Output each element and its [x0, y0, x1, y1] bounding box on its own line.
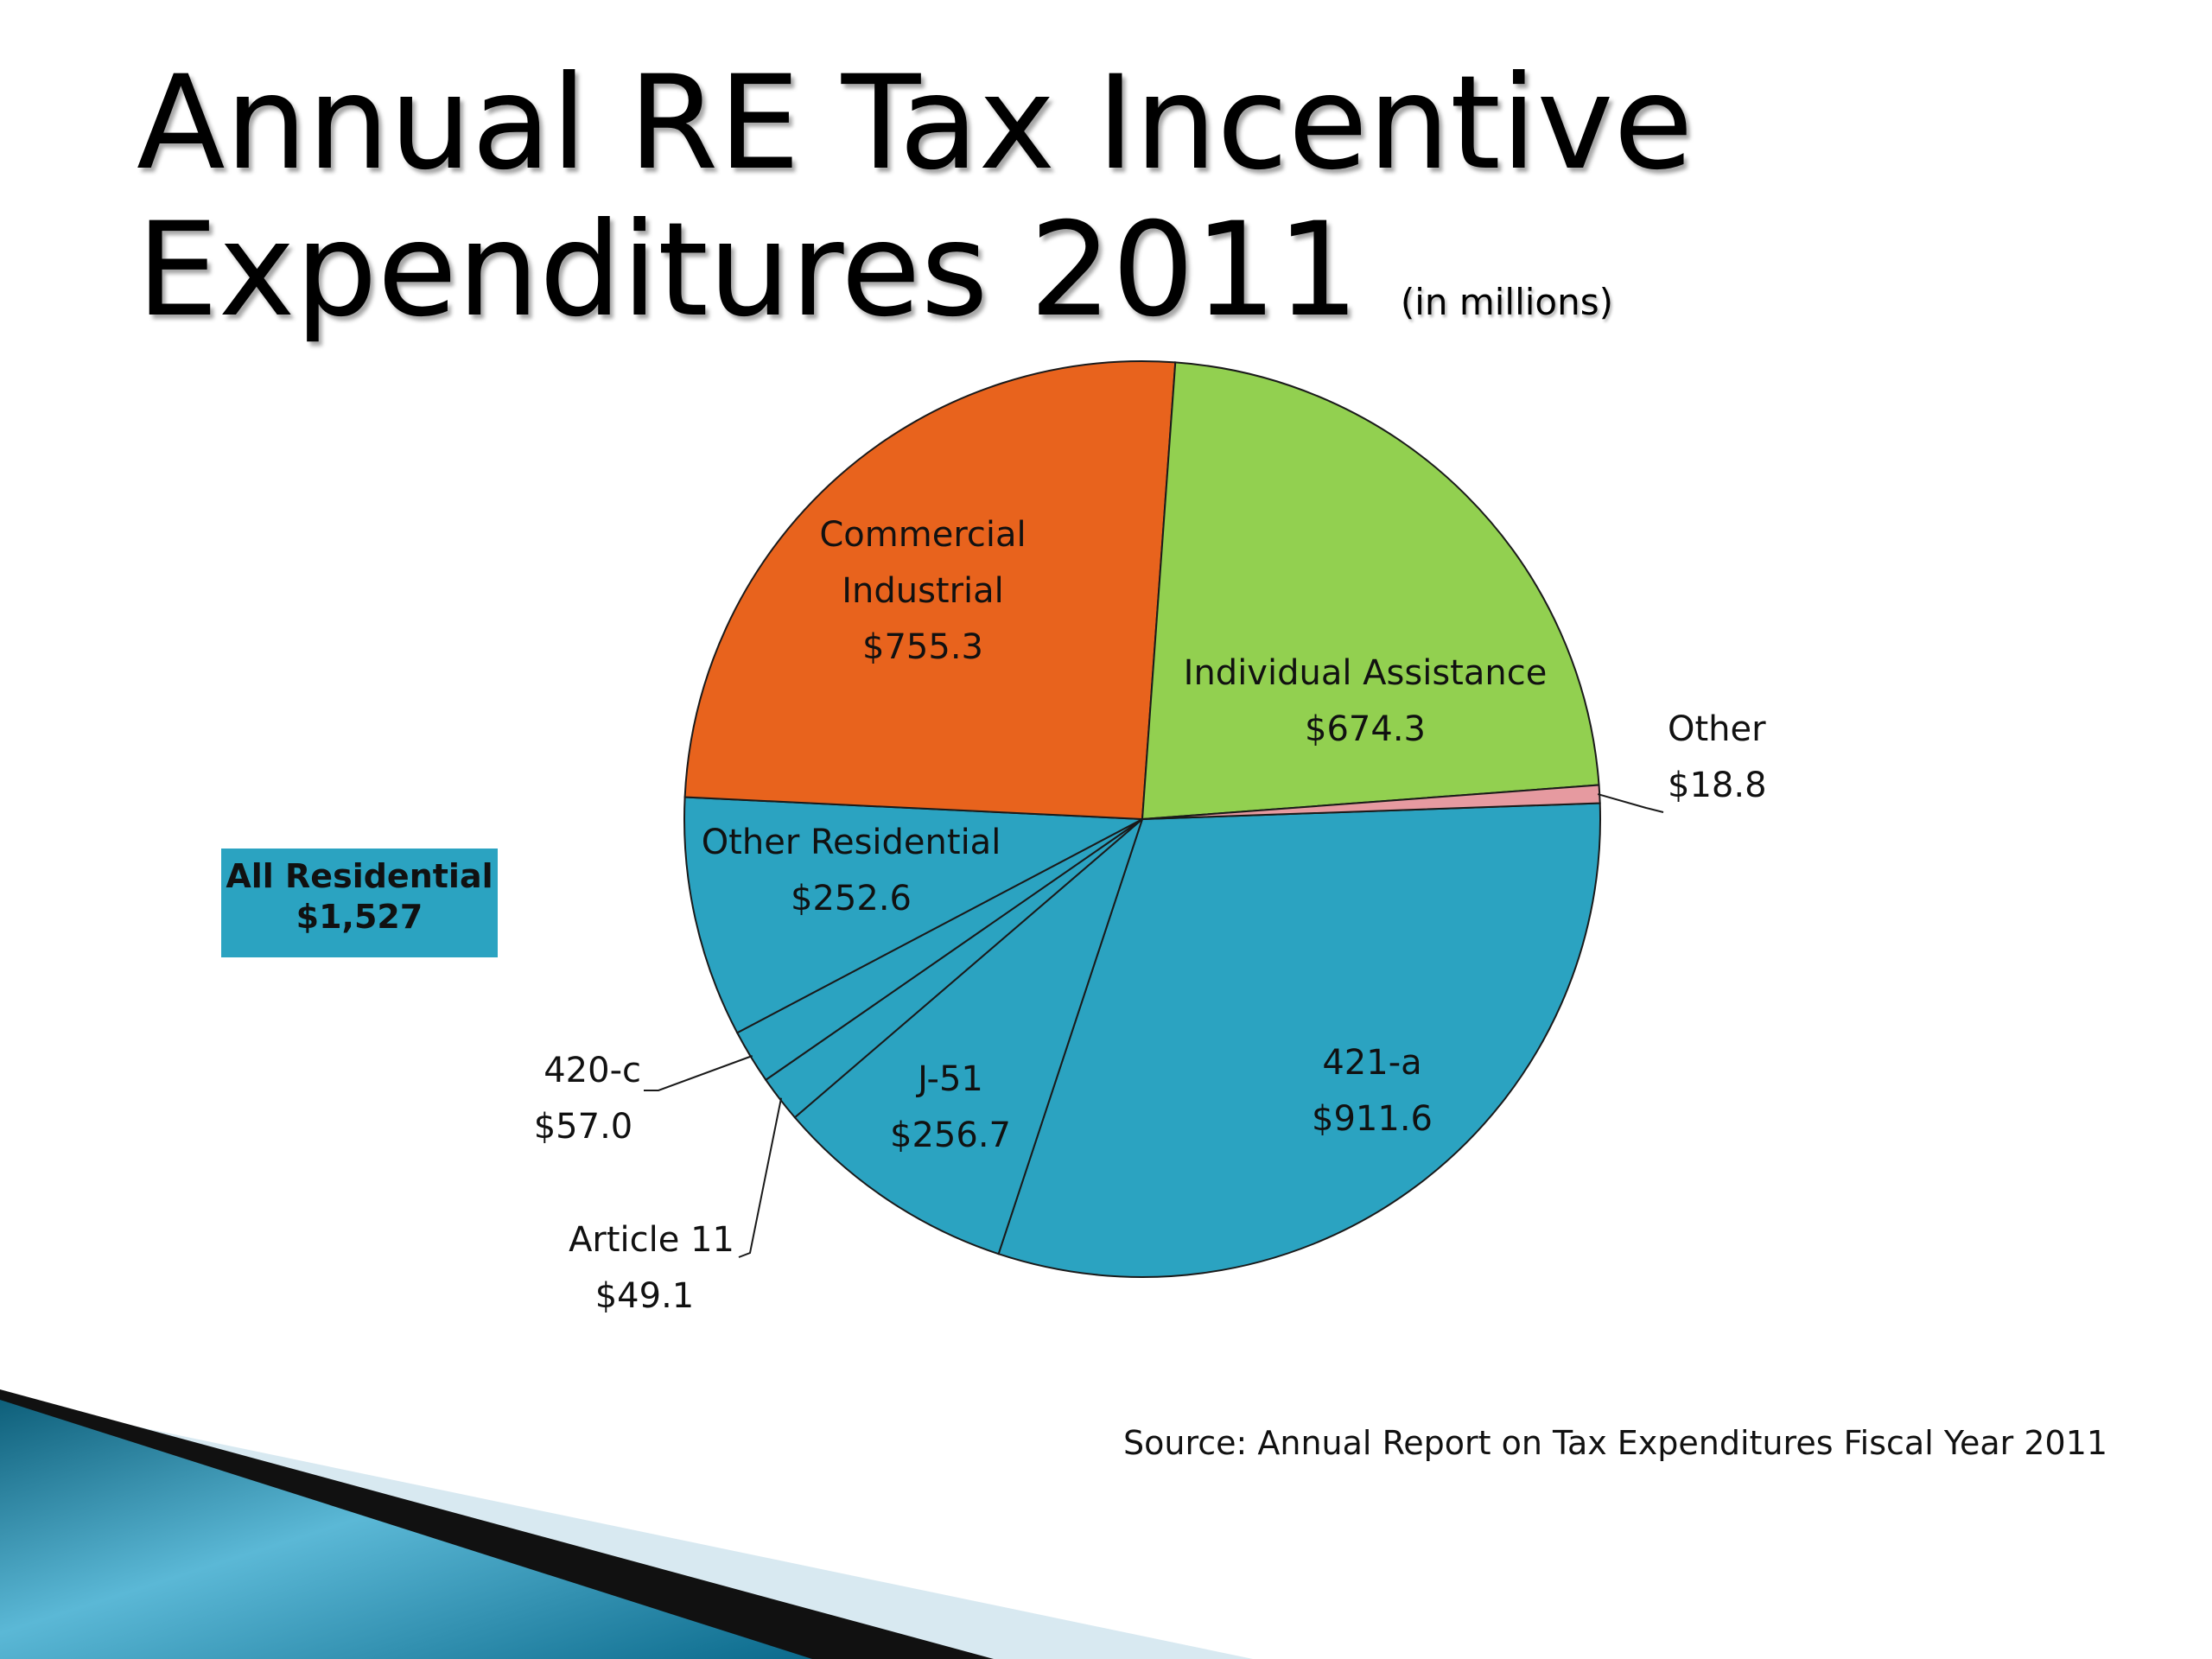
slide-title: Annual RE Tax Incentive Expenditures 201… [137, 50, 1865, 344]
slice-value-420c: $57.0 [534, 1107, 633, 1147]
callout-label: All Residential [226, 857, 493, 895]
leader-line-other [1597, 793, 1664, 813]
slice-value-421a: $911.6 [1312, 1099, 1433, 1139]
slice-value-commercial: $755.3 [862, 627, 983, 667]
callout-value: $1,527 [296, 898, 423, 936]
leader-lines [644, 793, 1664, 1258]
leader-line-article11 [738, 1097, 783, 1258]
title-line-2: Expenditures 2011 (in millions) [137, 197, 1865, 344]
slice-value-other-residential: $252.6 [791, 879, 912, 918]
pie-slices [683, 359, 1602, 1279]
leader-line-420c [644, 1055, 753, 1091]
title-line-2-text: Expenditures 2011 [137, 195, 1360, 346]
source-note: Source: Annual Report on Tax Expenditure… [1123, 1424, 2108, 1462]
all-residential-callout: All Residential $1,527 [221, 849, 498, 957]
pie-slice-individual-assistance [1141, 361, 1600, 821]
slice-label-individual-assistance: Individual Assistance [1184, 653, 1548, 693]
slice-label-j51: J-51 [915, 1059, 983, 1099]
slice-label-commercial-line1: Commercial [819, 515, 1026, 555]
slice-label-article11: Article 11 [569, 1220, 734, 1260]
slice-label-420c: 420-c [543, 1051, 641, 1090]
slice-value-article11: $49.1 [595, 1276, 695, 1316]
pie-slice-commercial-industrial [683, 359, 1177, 821]
pie-slice-j-51 [793, 816, 1145, 1255]
slice-value-other: $18.8 [1668, 766, 1767, 805]
slice-label-other-residential: Other Residential [702, 823, 1001, 862]
slice-value-individual-assistance: $674.3 [1305, 709, 1426, 749]
pie-slice-421-a [997, 802, 1602, 1279]
title-line-1: Annual RE Tax Incentive [137, 48, 1694, 199]
slice-label-other: Other [1668, 709, 1766, 749]
slice-label-421a: 421-a [1322, 1043, 1421, 1083]
slice-label-commercial-line2: Industrial [842, 571, 1004, 611]
title-unit-note: (in millions) [1400, 281, 1614, 323]
slice-value-j51: $256.7 [890, 1116, 1011, 1155]
pie-slice-other-residential [683, 796, 1146, 1034]
